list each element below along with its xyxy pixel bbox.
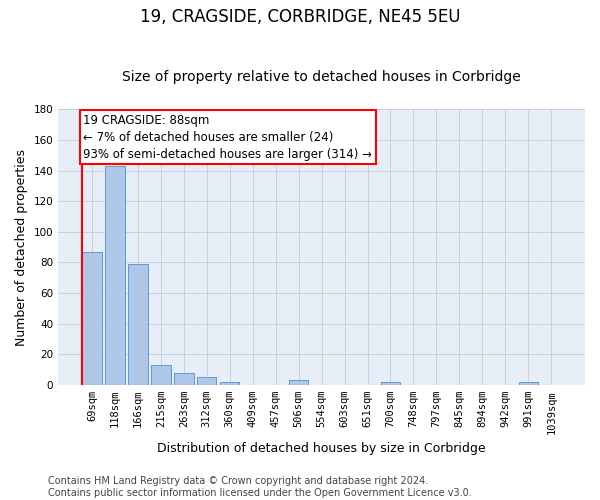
Bar [105,166,125,385]
Y-axis label: Number of detached properties: Number of detached properties [15,148,28,346]
Bar [289,380,308,385]
Text: 19 CRAGSIDE: 88sqm
← 7% of detached houses are smaller (24)
93% of semi-detached: 19 CRAGSIDE: 88sqm ← 7% of detached hous… [83,114,372,161]
Bar [151,365,170,385]
X-axis label: Distribution of detached houses by size in Corbridge: Distribution of detached houses by size … [157,442,486,455]
Bar [381,382,400,385]
Bar [174,373,194,385]
Text: Contains HM Land Registry data © Crown copyright and database right 2024.
Contai: Contains HM Land Registry data © Crown c… [48,476,472,498]
Bar [518,382,538,385]
Text: 19, CRAGSIDE, CORBRIDGE, NE45 5EU: 19, CRAGSIDE, CORBRIDGE, NE45 5EU [140,8,460,26]
Bar [197,378,217,385]
Bar [82,252,101,385]
Bar [220,382,239,385]
Title: Size of property relative to detached houses in Corbridge: Size of property relative to detached ho… [122,70,521,85]
Bar [128,264,148,385]
